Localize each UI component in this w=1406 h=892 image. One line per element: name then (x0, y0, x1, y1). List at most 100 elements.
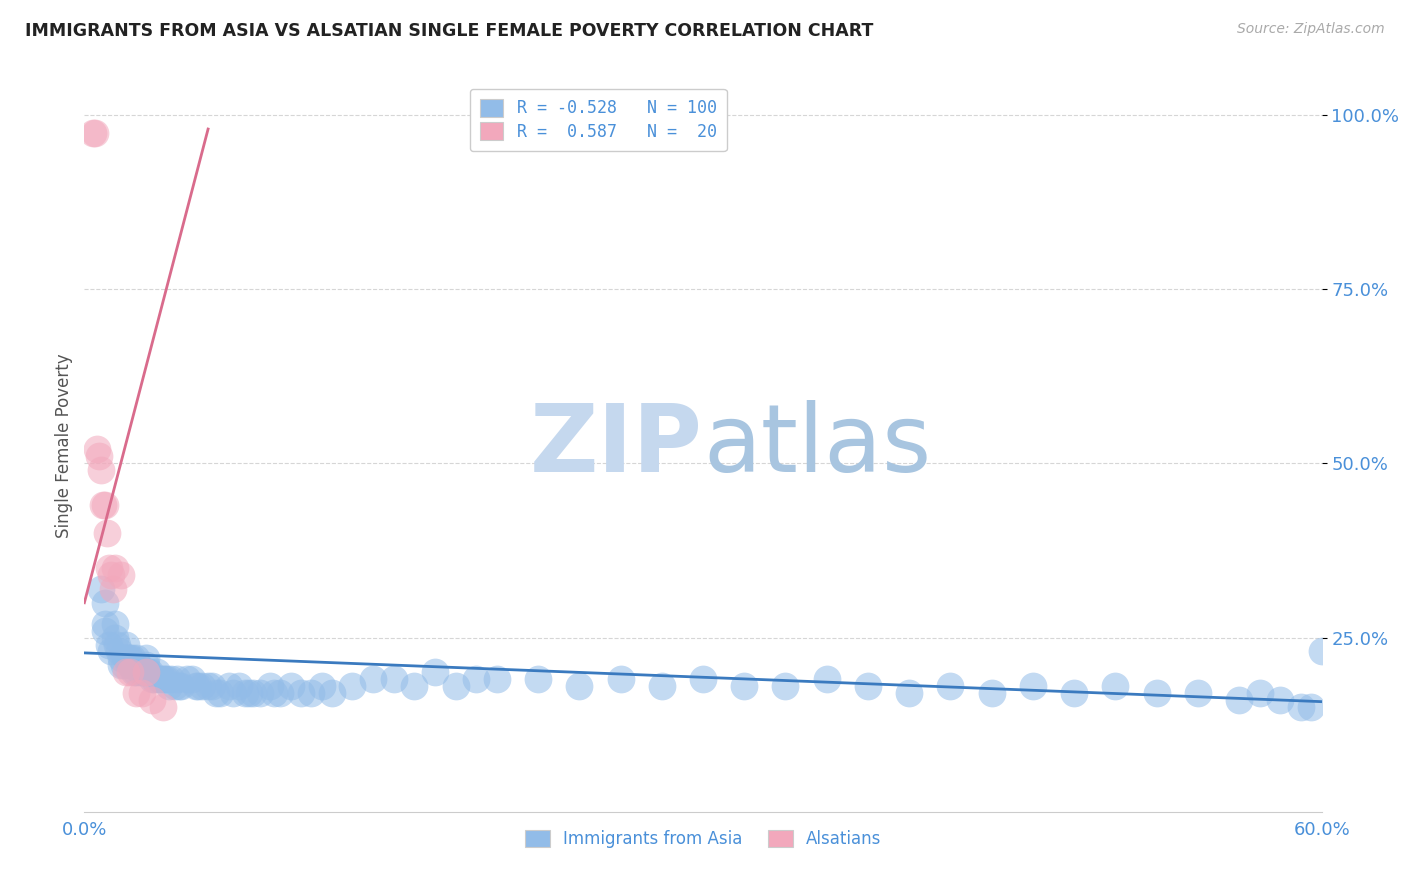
Point (201, 679, 224, 693)
Point (141, 673, 163, 687)
Point (118, 658, 141, 673)
Point (153, 673, 176, 687)
Point (1270, 693, 1292, 707)
Point (1022, 679, 1045, 693)
Point (423, 665, 446, 680)
Point (165, 679, 187, 693)
Text: atlas: atlas (703, 400, 931, 492)
Point (1187, 686, 1209, 700)
Y-axis label: Single Female Poverty: Single Female Poverty (55, 354, 73, 538)
Point (299, 686, 322, 700)
Point (209, 686, 232, 700)
Point (110, 651, 132, 665)
Point (176, 673, 198, 687)
Point (152, 673, 174, 687)
Point (321, 686, 343, 700)
Point (651, 679, 673, 693)
Text: ZIP: ZIP (530, 400, 703, 492)
Point (311, 679, 333, 693)
Legend: Immigrants from Asia, Alsatians: Immigrants from Asia, Alsatians (519, 823, 887, 855)
Point (259, 679, 281, 693)
Point (733, 679, 755, 693)
Point (121, 651, 143, 665)
Point (222, 686, 245, 700)
Point (114, 665, 136, 680)
Point (149, 673, 172, 687)
Point (692, 673, 714, 687)
Point (856, 679, 879, 693)
Point (129, 665, 152, 680)
Point (91, 498, 114, 512)
Point (104, 631, 127, 645)
Point (166, 673, 188, 687)
Point (263, 686, 285, 700)
Point (135, 651, 157, 665)
Point (1104, 679, 1126, 693)
Point (125, 686, 148, 700)
Point (82, 126, 104, 140)
Point (609, 673, 631, 687)
Point (86, 442, 108, 457)
Point (280, 679, 302, 693)
Point (197, 679, 219, 693)
Point (485, 673, 508, 687)
Point (117, 651, 139, 665)
Point (1146, 686, 1168, 700)
Point (134, 665, 156, 680)
Point (104, 561, 127, 575)
Point (815, 673, 838, 687)
Point (233, 686, 256, 700)
Point (170, 679, 193, 693)
Point (249, 686, 271, 700)
Point (139, 665, 162, 680)
Point (104, 616, 127, 631)
Point (94, 596, 117, 610)
Point (156, 673, 179, 687)
Point (105, 638, 128, 652)
Point (775, 679, 797, 693)
Point (980, 686, 1002, 700)
Point (152, 700, 174, 714)
Point (1289, 700, 1312, 714)
Point (131, 665, 153, 680)
Point (898, 686, 921, 700)
Point (180, 673, 202, 687)
Point (187, 679, 209, 693)
Point (205, 686, 228, 700)
Point (465, 673, 488, 687)
Point (167, 679, 190, 693)
Point (98, 561, 121, 575)
Point (90, 582, 112, 596)
Point (125, 651, 148, 665)
Point (238, 686, 260, 700)
Point (94, 616, 117, 631)
Point (141, 693, 163, 707)
Point (122, 665, 145, 680)
Point (87, 450, 110, 464)
Point (127, 658, 149, 673)
Point (290, 686, 312, 700)
Point (98, 638, 121, 652)
Text: Source: ZipAtlas.com: Source: ZipAtlas.com (1237, 22, 1385, 37)
Point (444, 679, 467, 693)
Point (228, 679, 250, 693)
Point (1249, 686, 1271, 700)
Point (160, 673, 183, 687)
Point (404, 679, 426, 693)
Point (342, 679, 364, 693)
Point (103, 582, 125, 596)
Point (1227, 693, 1250, 707)
Point (184, 679, 207, 693)
Point (269, 686, 291, 700)
Point (100, 644, 122, 658)
Point (135, 665, 157, 680)
Point (118, 665, 141, 680)
Point (131, 686, 153, 700)
Point (1063, 686, 1085, 700)
Point (242, 686, 264, 700)
Point (135, 658, 157, 673)
Point (143, 673, 166, 687)
Point (1310, 644, 1333, 658)
Point (100, 567, 122, 582)
Point (145, 665, 167, 680)
